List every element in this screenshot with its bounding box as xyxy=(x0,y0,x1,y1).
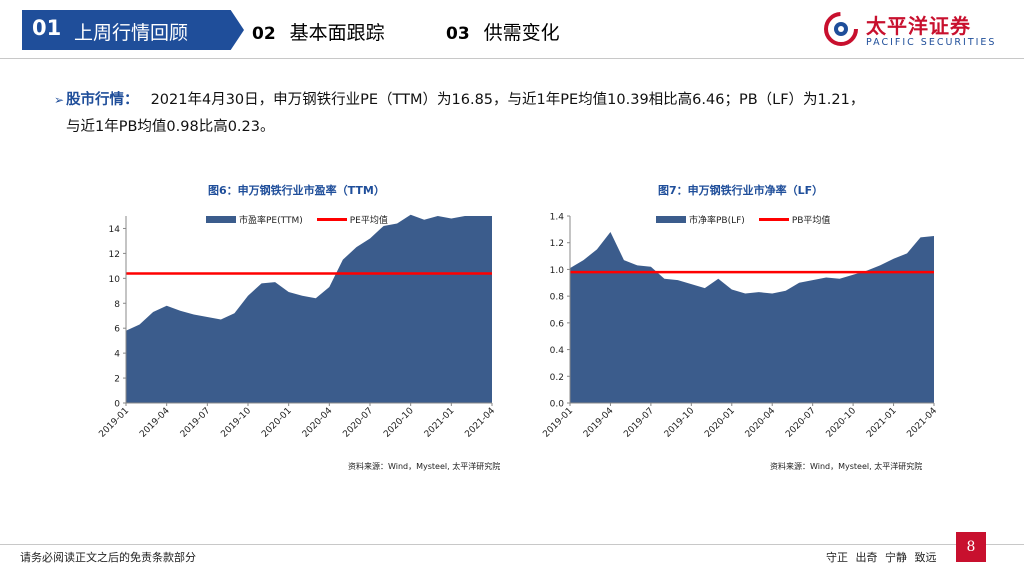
y-tick-label: 4 xyxy=(114,350,120,360)
x-tick-label: 2019-10 xyxy=(219,406,253,440)
series-area xyxy=(570,232,934,403)
chart-legend-pb: 市净率PB(LF) PB平均值 xyxy=(656,213,830,226)
y-tick-label: 1.4 xyxy=(550,213,565,223)
tab-label: 供需变化 xyxy=(483,22,560,44)
footer-divider xyxy=(0,544,1024,545)
legend-swatch-line xyxy=(316,218,347,221)
market-summary: ➢ 股市行情： 2021年4月30日，申万钢铁行业PE（TTM）为16.85，与近1… xyxy=(54,87,984,114)
x-tick-label: 2021-04 xyxy=(463,406,497,440)
chart-source-pb: 资料来源：Wind，Mysteel, 太平洋研究院 xyxy=(770,462,923,471)
chart-source-pe: 资料来源：Wind，Mysteel, 太平洋研究院 xyxy=(348,462,501,471)
y-tick-label: 1.0 xyxy=(550,266,565,276)
legend-label-series: 市净率PB(LF) xyxy=(689,216,745,226)
x-tick-label: 2020-04 xyxy=(744,406,778,440)
y-tick-label: 0.6 xyxy=(550,319,565,329)
x-tick-label: 2019-04 xyxy=(138,406,172,440)
tab-supply-demand[interactable]: 03 供需变化 xyxy=(446,18,560,45)
x-tick-label: 2019-01 xyxy=(97,406,131,440)
legend-swatch-area xyxy=(206,216,236,223)
x-tick-label: 2019-07 xyxy=(179,406,213,440)
page-number: 8 xyxy=(956,532,986,562)
tab-number: 02 xyxy=(252,24,276,44)
y-tick-label: 2 xyxy=(114,375,120,385)
y-tick-label: 10 xyxy=(109,275,121,285)
footer-disclaimer: 请务必阅读正文之后的免责条款部分 xyxy=(20,551,196,564)
x-tick-label: 2019-04 xyxy=(582,406,616,440)
y-tick-label: 0.2 xyxy=(550,373,564,383)
legend-label-series: 市盈率PE(TTM) xyxy=(239,216,303,226)
header-divider xyxy=(0,58,1024,59)
x-tick-label: 2020-07 xyxy=(784,406,818,440)
footer-motto: 守正 出奇 宁静 致远 xyxy=(826,551,937,564)
x-tick-label: 2019-01 xyxy=(541,406,575,440)
x-tick-label: 2020-07 xyxy=(341,406,375,440)
x-tick-label: 2019-10 xyxy=(663,406,697,440)
y-tick-label: 14 xyxy=(109,225,121,235)
x-tick-label: 2020-01 xyxy=(260,406,294,440)
summary-line-2: 与近1年PB均值0.98比高0.23。 xyxy=(66,119,275,135)
tab-label: 上周行情回顾 xyxy=(74,22,189,44)
y-tick-label: 12 xyxy=(109,250,120,260)
x-tick-label: 2021-01 xyxy=(423,406,457,440)
y-tick-label: 1.2 xyxy=(550,239,564,249)
legend-swatch-area xyxy=(656,216,686,223)
logo-text-en: PACIFIC SECURITIES xyxy=(866,37,997,48)
y-tick-label: 8 xyxy=(114,300,120,310)
summary-line-1: 2021年4月30日，申万钢铁行业PE（TTM）为16.85，与近1年PE均值1… xyxy=(150,92,865,108)
series-area xyxy=(126,214,492,403)
chart-title-pe: 图6：申万钢铁行业市盈率（TTM） xyxy=(208,184,385,197)
y-tick-label: 6 xyxy=(114,325,120,335)
legend-label-average: PE平均值 xyxy=(349,216,388,226)
x-tick-label: 2020-10 xyxy=(382,406,416,440)
logo-text-cn: 太平洋证券 xyxy=(866,14,971,38)
bullet-label: 股市行情： xyxy=(66,92,139,108)
x-tick-label: 2020-10 xyxy=(825,406,859,440)
tab-number: 03 xyxy=(446,24,470,44)
y-tick-label: 0 xyxy=(114,400,120,410)
legend-label-average: PB平均值 xyxy=(791,216,831,226)
pacific-logo-icon xyxy=(824,12,858,46)
x-tick-label: 2020-01 xyxy=(703,406,737,440)
legend-swatch-line xyxy=(758,218,789,221)
x-tick-label: 2021-04 xyxy=(905,406,939,440)
x-tick-label: 2019-07 xyxy=(622,406,656,440)
y-tick-label: 0.0 xyxy=(550,400,565,410)
tab-market-review[interactable]: 01 上周行情回顾 xyxy=(22,10,244,50)
x-tick-label: 2021-01 xyxy=(865,406,899,440)
tab-label: 基本面跟踪 xyxy=(289,22,385,44)
tab-number: 01 xyxy=(32,16,62,40)
chart-legend-pe: 市盈率PE(TTM) PE平均值 xyxy=(206,213,388,226)
y-tick-label: 0.8 xyxy=(550,293,565,303)
bullet-arrow-icon: ➢ xyxy=(54,93,65,107)
tab-fundamentals[interactable]: 02 基本面跟踪 xyxy=(252,18,385,45)
company-logo: 太平洋证券 PACIFIC SECURITIES xyxy=(824,10,1014,54)
x-tick-label: 2020-04 xyxy=(301,406,335,440)
chart-title-pb: 图7：申万钢铁行业市净率（LF） xyxy=(658,184,824,197)
y-tick-label: 0.4 xyxy=(550,346,565,356)
